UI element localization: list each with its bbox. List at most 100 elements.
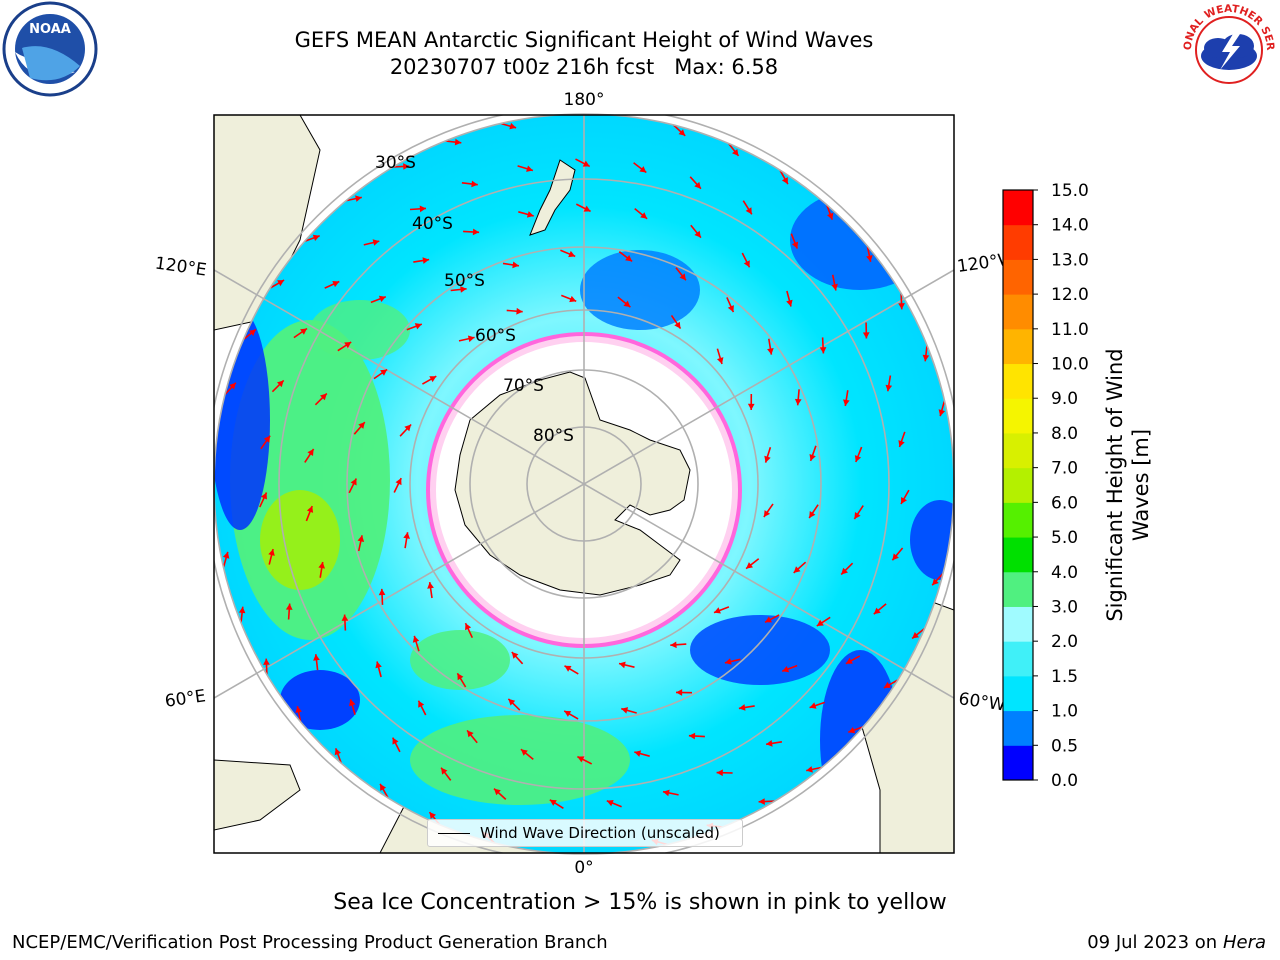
meridian-label-60e: 60°E [164,686,207,711]
wind-wave-arrow-head [494,788,501,796]
wind-wave-arrow-head [569,295,577,303]
wind-wave-arrow-head [898,303,905,310]
colorbar-segment [1003,467,1033,503]
wind-wave-arrow-head [418,700,425,708]
wind-wave-arrow-head [508,698,516,706]
wind-wave-arrow-head [457,673,464,681]
colorbar-tick-label: 12.0 [1051,285,1089,305]
wind-wave-arrow-head [429,812,436,819]
colorbar-segment [1003,710,1033,746]
wind-wave-arrow-head [350,478,357,486]
wind-wave-arrow-head [403,163,410,170]
wind-wave-arrow-head [716,769,723,777]
wind-wave-arrow-head [623,300,631,308]
colorbar-segment [1003,502,1033,538]
legend-label: Wind Wave Direction (unscaled) [480,824,720,842]
wind-wave-arrow-head [765,616,772,623]
wind-wave-arrow-head [606,800,614,807]
wind-wave-arrow-head [577,756,585,763]
wind-wave-arrow-head [678,129,686,136]
wind-wave-arrow-head [688,732,696,740]
colorbar-segment [1003,537,1033,573]
colorbar-segment [1003,398,1033,434]
colorbar-segment [1003,328,1033,365]
sea-ice-caption: Sea Ice Concentration > 15% is shown in … [333,890,947,915]
wind-wave-arrow-head [403,532,410,539]
wind-wave-arrow-head [912,632,919,639]
wind-wave-arrow-head [786,299,793,307]
madagascar-land [214,759,301,831]
wind-wave-arrow-head [862,332,870,339]
wind-wave-arrow-head [806,766,813,773]
colorbar-segment [1003,641,1033,677]
wind-wave-arrow-head [782,666,790,673]
wind-wave-arrow-head [295,706,302,713]
wind-wave-arrow-head [938,409,946,417]
wind-wave-arrow-head [932,578,939,586]
wind-wave-arrow-head [794,398,802,406]
wind-wave-arrow-head [816,619,824,626]
wind-wave-arrow-head [670,641,677,649]
colorbar-tick-label: 8.0 [1051,424,1078,444]
wind-wave-arrow-head [885,384,893,392]
wind-wave-arrow-head [460,286,467,293]
low-wave-patch-pacific [580,250,700,330]
wind-wave-arrow-head [763,510,771,517]
wind-wave-arrow-head [306,506,314,513]
wind-wave-arrow-head [619,661,626,669]
wind-wave-arrow-head [892,553,899,561]
noaa-logo-text: NOAA [29,22,71,37]
colorbar-label: Significant Height of Wind Waves [m] [1103,348,1153,622]
wind-wave-arrow-head [564,665,572,672]
wind-wave-arrow-head [732,149,739,156]
wind-wave-arrow-head [512,261,519,269]
wind-wave-arrow-head [724,658,732,665]
colorbar-tick-label: 3.0 [1051,597,1078,617]
wind-wave-arrow-head [727,305,734,313]
chart-subtitle: 20230707 t00z 216h fcst Max: 6.58 [389,55,779,79]
wind-wave-arrow-head [378,588,386,596]
wind-wave-arrow-head [471,180,478,188]
wind-wave-arrow-head [526,165,533,172]
parallel-label-60: 60°S [475,326,516,346]
colorbar-tick-label: 0.5 [1051,736,1078,756]
wind-wave-arrow-head [694,230,701,238]
wind-wave-arrow-head [640,212,648,219]
wave-patch-3 [410,630,510,690]
wind-wave-arrow-head [634,750,642,757]
wave-patch-4 [310,300,410,360]
colorbar-tick-label: 4.0 [1051,563,1078,583]
wind-wave-arrow-head [249,329,256,336]
wind-wave-arrow-head [516,307,523,315]
footer-date: 09 Jul 2023 on Hera [1087,932,1266,953]
wind-wave-arrow-head [429,376,437,383]
wind-wave-arrow-head [848,727,856,734]
colorbar-tick-label: 6.0 [1051,493,1078,513]
wind-wave-arrow-head [372,239,380,246]
wind-wave-arrow-head [873,607,881,615]
nws-logo: NATIONAL WEATHER SERVICE [1178,0,1276,97]
colorbar-tick-label: 14.0 [1051,216,1089,236]
wind-wave-arrow-head [404,424,412,432]
wind-wave-arrow-head [625,255,633,262]
wind-wave-arrow-head [809,454,816,461]
wind-wave-arrow-head [344,342,352,349]
wind-wave-arrow-head [334,748,341,756]
wind-wave-arrow-head [827,212,834,220]
wind-wave-arrow-head [758,798,765,805]
wind-wave-arrow-head [285,603,293,610]
wave-patch-max [260,490,340,590]
colorbar-tick-label: 13.0 [1051,250,1089,270]
wind-wave-arrow-head [679,273,686,281]
wind-wave-arrow-head [582,160,590,167]
wind-wave-arrow-head [854,455,862,462]
wind-wave-arrow-head [341,614,349,621]
wind-wave-arrow-head [843,399,850,406]
wind-wave-arrow-head [472,228,480,236]
wind-wave-arrow-head [375,661,382,669]
colorbar-segment [1003,294,1033,330]
australia-land [214,115,321,331]
wind-wave-arrow-head [901,497,907,504]
wind-wave-arrow-head [738,704,746,711]
